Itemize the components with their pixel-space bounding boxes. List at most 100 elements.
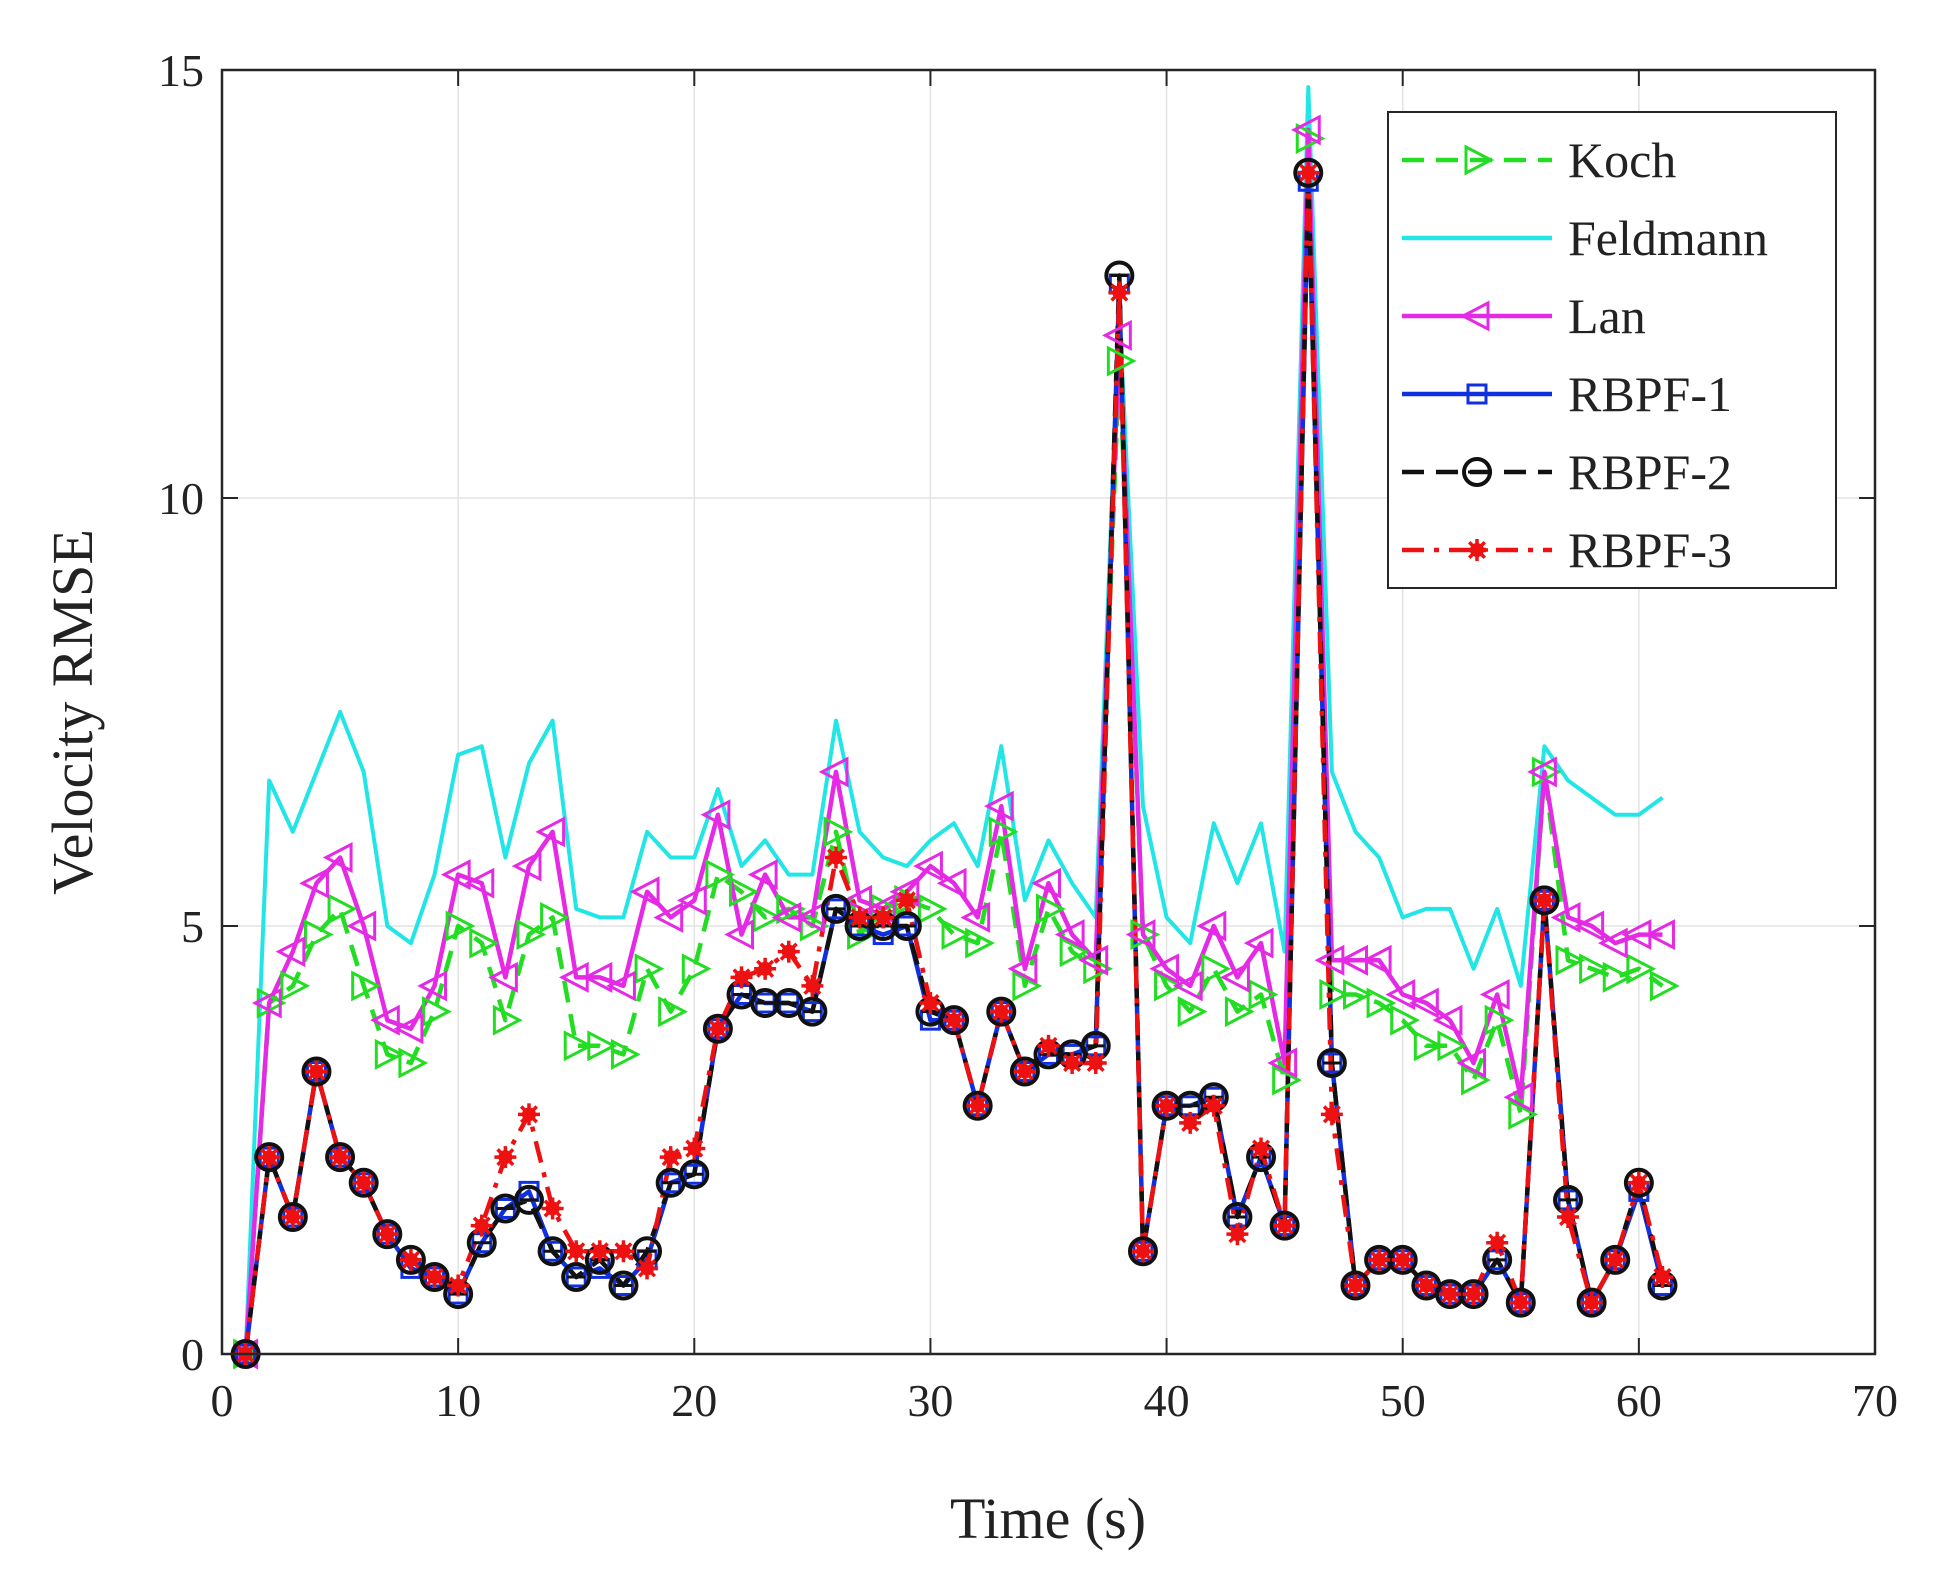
data-point-koch [1602,961,1633,993]
data-point-lan [1243,927,1274,959]
data-point-koch [658,996,688,1028]
data-point-koch [1036,893,1066,925]
data-point-lan [1102,319,1132,351]
data-point-koch [445,910,476,942]
data-point-rbpf-3 [1344,1274,1367,1297]
data-point-koch [303,919,334,951]
data-point-rbpf-3 [1061,1051,1084,1074]
data-point-koch [823,816,854,848]
data-point-rbpf-3 [423,1265,446,1288]
legend-item-lan: Lan [1402,288,1646,344]
data-point-rbpf-3 [1557,1206,1580,1229]
data-point-lan [1597,927,1628,959]
x-tick-label: 10 [435,1375,481,1426]
data-point-koch [1083,953,1113,985]
x-tick-label: 70 [1852,1375,1898,1426]
data-point-koch [965,927,995,959]
data-point-lan [1291,114,1321,146]
data-point-lan [936,867,967,899]
data-point-koch [1012,970,1043,1002]
data-point-rbpf-3 [1179,1111,1202,1134]
data-point-rbpf-3 [612,1240,635,1263]
data-point-koch [351,970,381,1002]
series-markers [228,114,1680,1370]
data-point-rbpf-3 [895,889,918,912]
x-tick-label: 20 [671,1375,717,1426]
data-point-koch [1248,979,1279,1010]
data-point-rbpf-3 [281,1206,304,1229]
data-point-koch [681,953,712,985]
series-markers-lan [228,114,1675,1370]
data-point-rbpf-3 [1415,1274,1438,1297]
data-point-rbpf-3 [683,1137,706,1160]
data-point-lan [464,867,495,899]
data-point-lan [629,876,660,908]
data-point-lan [535,816,566,848]
legend: Koch Feldmann Lan RBPF-1 RBPF-2 RBPF-3 [1387,111,1837,589]
data-point-lan [1527,756,1557,788]
data-point-rbpf-3 [329,1146,352,1169]
data-point-rbpf-3 [1438,1283,1461,1306]
legend-marker-rbpf-1 [1466,383,1488,405]
data-point-lan [1031,867,1061,899]
legend-item-rbpf-1: RBPF-1 [1402,366,1732,422]
data-point-koch [799,910,830,942]
data-point-koch [1272,1064,1302,1096]
data-point-rbpf-2 [891,911,922,941]
data-point-lan [1574,910,1605,942]
data-point-rbpf-3 [494,1146,517,1169]
legend-marker-rbpf-2 [1462,457,1492,487]
data-point-lan [818,756,849,788]
data-point-lan [606,970,636,1002]
legend-label-rbpf-3: RBPF-3 [1568,522,1732,578]
data-point-koch [752,901,783,933]
data-point-lan [1125,919,1156,951]
data-point-koch [988,816,1019,848]
data-point-koch [1295,123,1326,154]
data-point-lan [1432,1004,1463,1036]
data-point-rbpf-3 [1013,1060,1036,1083]
data-point-rbpf-3 [919,992,942,1015]
legend-item-rbpf-3: RBPF-3 [1402,522,1732,578]
data-point-lan [653,901,684,933]
data-point-rbpf-3 [824,846,847,869]
data-point-lan [1550,901,1581,933]
data-point-koch [1555,944,1586,976]
data-point-koch [776,893,806,925]
data-point-lan [393,1013,424,1045]
data-point-lan [1220,961,1250,993]
legend-marker-rbpf-3 [1466,539,1488,561]
data-point-lan [1409,987,1439,1019]
data-point-rbpf-3 [1155,1094,1178,1117]
data-point-lan [1503,1081,1534,1113]
data-point-lan [1172,970,1203,1002]
data-point-lan [1196,910,1227,942]
legend-label-rbpf-2: RBPF-2 [1568,444,1732,500]
data-point-koch [1508,1098,1539,1130]
legend-label-lan: Lan [1568,288,1646,344]
data-point-koch [1649,970,1680,1002]
data-point-rbpf-2 [750,988,781,1019]
x-tick-label: 60 [1616,1375,1662,1426]
data-point-koch [1319,979,1350,1010]
data-point-rbpf-3 [1509,1291,1532,1314]
data-point-rbpf-2 [679,1159,710,1190]
data-point-koch [1177,996,1208,1028]
data-point-rbpf-3 [565,1240,588,1263]
data-point-koch [1461,1064,1491,1096]
data-point-lan [1645,919,1675,951]
data-point-lan [582,961,613,993]
data-point-rbpf-3 [990,1000,1013,1023]
axes-box [220,68,1877,1356]
data-point-koch [1413,1030,1444,1062]
data-point-rbpf-2 [1316,1047,1347,1078]
data-point-koch [587,1030,618,1062]
data-point-lan [1149,953,1180,985]
data-point-rbpf-3 [801,974,824,997]
data-point-lan [251,987,282,1019]
legend-item-rbpf-2: RBPF-2 [1402,444,1732,500]
data-point-lan [417,970,448,1002]
legend-label-feldmann: Feldmann [1568,210,1768,266]
x-tick-label: 0 [211,1375,234,1426]
